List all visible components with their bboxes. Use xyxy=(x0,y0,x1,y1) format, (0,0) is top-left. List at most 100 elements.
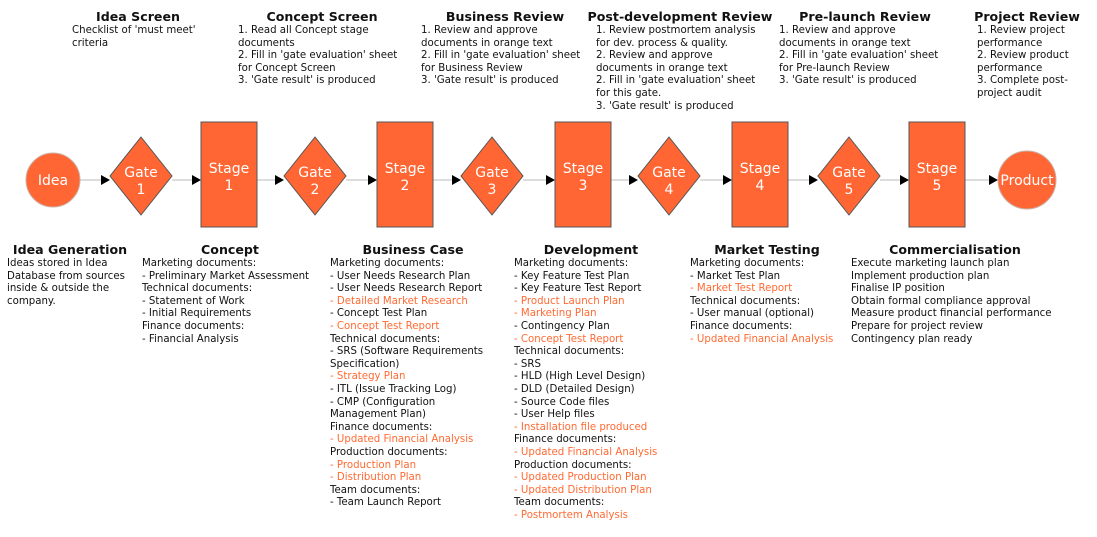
deliverable-line: Finalise IP position xyxy=(851,283,945,295)
stage-deliverables: Ideas stored in Idea Database from source… xyxy=(7,258,125,308)
deliverable-line: Finance documents: xyxy=(142,320,245,332)
deliverable-highlighted: - Updated Production Plan xyxy=(514,472,647,484)
gate-description: 1. Review and approve documents in orange… xyxy=(421,25,580,88)
description-line: criteria xyxy=(72,37,109,49)
deliverable-highlighted: - Postmortem Analysis xyxy=(514,509,628,521)
deliverable-line: - SRS (Software Requirements xyxy=(330,346,484,358)
arrowhead-icon xyxy=(629,175,638,185)
description-line: documents xyxy=(238,37,295,49)
deliverable-line: Prepare for project review xyxy=(851,320,983,332)
deliverable-line: Technical documents: xyxy=(690,295,801,307)
deliverable-line: - Key Feature Test Report xyxy=(514,283,642,295)
description-line: for this gate. xyxy=(596,87,662,99)
description-line: for Pre-launch Review xyxy=(779,62,890,74)
deliverable-line: Obtain formal compliance approval xyxy=(851,295,1031,307)
description-line: documents in orange text xyxy=(421,37,553,49)
gate-title: Business Review xyxy=(445,9,565,24)
shape-label: Idea xyxy=(38,173,68,189)
gate-title: Post-development Review xyxy=(587,9,773,24)
stage-deliverables: Execute marketing launch plan Implement p… xyxy=(851,258,1052,346)
arrowhead-icon xyxy=(809,175,818,185)
gate-title: Pre-launch Review xyxy=(799,9,931,24)
shape-label: 1 xyxy=(225,178,234,194)
description-line: 2. Fill in 'gate evaluation' sheet xyxy=(779,50,939,62)
deliverable-highlighted: - Concept Test Report xyxy=(514,333,624,345)
shape-label: 2 xyxy=(311,182,320,198)
description-line: performance xyxy=(977,37,1043,49)
arrowhead-icon xyxy=(452,175,461,185)
deliverable-highlighted: - Concept Test Report xyxy=(330,320,440,332)
shape-label: 3 xyxy=(488,182,497,198)
gate-description: 1. Review postmortem analysis for dev. pr… xyxy=(596,25,756,113)
shape-label: 5 xyxy=(845,182,854,198)
shape-label: 5 xyxy=(933,178,942,194)
gate-title: Idea Screen xyxy=(96,9,180,24)
description-line: 2. Fill in 'gate evaluation' sheet xyxy=(596,75,756,87)
stage-deliverables: Marketing documents: - User Needs Researc… xyxy=(330,258,483,510)
stage-title: Development xyxy=(543,242,639,257)
deliverable-line: - Source Code files xyxy=(514,396,610,408)
deliverable-line: - Concept Test Plan xyxy=(330,308,428,320)
shape-label: 4 xyxy=(756,178,765,194)
description-line: 3. 'Gate result' is produced xyxy=(596,100,734,112)
deliverable-line: Specification) xyxy=(330,358,400,370)
description-line: 1. Read all Concept stage xyxy=(238,25,369,36)
description-line: documents in orange text xyxy=(779,37,911,49)
deliverable-highlighted: - Installation file produced xyxy=(514,421,648,433)
description-line: 3. 'Gate result' is produced xyxy=(779,75,917,87)
deliverable-line: - Initial Requirements xyxy=(142,308,252,320)
shape-label: Stage xyxy=(563,161,603,177)
gate-diamond xyxy=(109,136,173,216)
stage-box xyxy=(731,121,789,228)
deliverable-line: Marketing documents: xyxy=(514,258,629,269)
description-line: Checklist of 'must meet' xyxy=(72,25,196,36)
deliverable-line: Production documents: xyxy=(514,459,632,471)
shape-label: Gate xyxy=(832,165,866,181)
stage-deliverables: Marketing documents: - Preliminary Market… xyxy=(142,258,309,346)
deliverable-line: Marketing documents: xyxy=(690,258,805,269)
deliverable-line: Team documents: xyxy=(330,484,421,496)
deliverable-highlighted: - Detailed Market Research xyxy=(330,295,468,307)
shape-label: 4 xyxy=(665,182,674,198)
description-line: 2. Review product xyxy=(977,50,1069,62)
deliverable-line: - User Help files xyxy=(514,409,595,421)
stage-box xyxy=(908,121,966,228)
shape-label: Gate xyxy=(298,165,332,181)
arrowhead-icon xyxy=(192,175,201,185)
description-line: 1. Review and approve xyxy=(779,25,896,36)
description-line: performance xyxy=(977,62,1043,74)
deliverable-line: Technical documents: xyxy=(514,346,625,358)
description-line: 1. Review and approve xyxy=(421,25,538,36)
shape-label: Product xyxy=(1000,173,1054,189)
gate-description: 1. Review and approve documents in orange… xyxy=(779,25,938,88)
deliverable-highlighted: - Product Launch Plan xyxy=(514,295,625,307)
deliverable-line: - Market Test Plan xyxy=(690,270,781,282)
deliverable-highlighted: - Market Test Report xyxy=(690,283,793,295)
stage-title: Commercialisation xyxy=(889,242,1021,257)
stage-title: Concept xyxy=(201,242,259,257)
stage-title: Business Case xyxy=(362,242,464,257)
shape-label: Stage xyxy=(740,161,780,177)
deliverable-line: Team documents: xyxy=(514,497,605,509)
deliverable-line: Technical documents: xyxy=(330,333,441,345)
description-line: 2. Fill in 'gate evaluation' sheet xyxy=(238,50,398,62)
description-line: for dev. process & quality. xyxy=(596,37,728,49)
deliverable-line: Execute marketing launch plan xyxy=(851,258,1010,269)
deliverable-highlighted: - Updated Distribution Plan xyxy=(514,484,652,496)
deliverable-highlighted: - Updated Financial Analysis xyxy=(690,333,834,345)
gate-title: Project Review xyxy=(974,9,1080,24)
description-line: documents in orange text xyxy=(596,62,728,74)
deliverable-line: Finance documents: xyxy=(330,421,433,433)
deliverable-line: inside & outside the xyxy=(7,283,110,295)
deliverable-line: Implement production plan xyxy=(851,270,990,282)
gate-title: Concept Screen xyxy=(266,9,378,24)
description-line: 1. Review project xyxy=(977,25,1065,36)
shape-label: Stage xyxy=(209,161,249,177)
shape-label: 2 xyxy=(401,178,410,194)
gate-diamond xyxy=(637,136,701,216)
deliverable-line: - CMP (Configuration xyxy=(330,396,436,408)
arrowhead-icon xyxy=(989,175,998,185)
deliverable-line: - SRS xyxy=(514,358,541,370)
deliverable-line: - User Needs Research Plan xyxy=(330,270,471,282)
